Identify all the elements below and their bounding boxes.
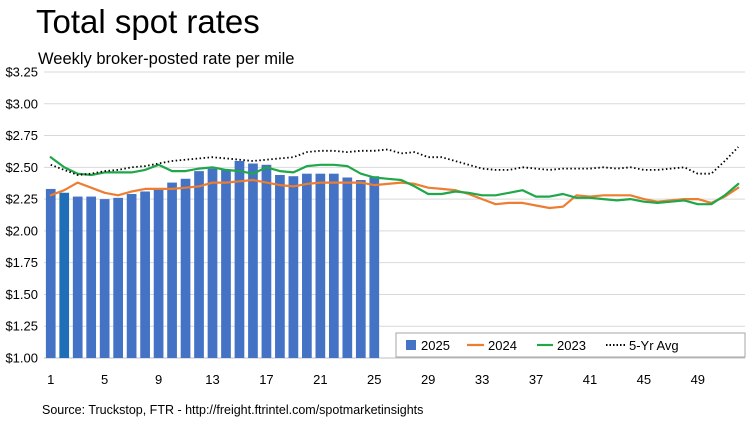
- bar-2025: [72, 196, 83, 358]
- bar-2025: [45, 188, 56, 358]
- legend-label-2023: 2023: [557, 338, 586, 353]
- legend-label-2025: 2025: [421, 338, 450, 353]
- legend-box: [395, 332, 746, 358]
- bar-2025: [194, 171, 204, 358]
- bar-2025: [275, 174, 285, 358]
- bar-2025: [140, 191, 150, 358]
- bar-2025: [342, 177, 353, 358]
- bar-2025: [288, 176, 299, 358]
- y-tick-label: $1.25: [5, 319, 38, 334]
- x-axis-ticks: 1 5 9 13 17 21 25 29 33 37 41 45 49: [47, 372, 705, 387]
- chart-title: Total spot rates: [36, 3, 260, 40]
- y-tick-label: $1.00: [5, 351, 38, 366]
- bar-2025: [261, 164, 272, 358]
- series-lines: [49, 146, 740, 210]
- x-tick-label: 49: [691, 372, 705, 387]
- y-tick-label: $2.25: [5, 192, 38, 207]
- x-tick-label: 41: [583, 372, 597, 387]
- legend: 2025 2024 2023 5-Yr Avg: [395, 332, 746, 358]
- bar-2025: [207, 168, 218, 358]
- bar-2025: [234, 160, 245, 358]
- bar-2025: [355, 180, 366, 358]
- y-axis-ticks: $1.00 $1.25 $1.50 $1.75 $2.00 $2.25 $2.50 $2.75…: [5, 65, 38, 366]
- bar-2025: [221, 169, 231, 358]
- bar-2025: [126, 194, 137, 358]
- x-tick-label: 1: [47, 372, 54, 387]
- y-tick-label: $3.25: [5, 65, 38, 80]
- x-tick-label: 29: [421, 372, 435, 387]
- bars-2025: [45, 160, 380, 358]
- x-tick-label: 45: [637, 372, 651, 387]
- x-tick-label: 33: [475, 372, 489, 387]
- bar-2025: [167, 182, 177, 358]
- y-tick-label: $2.50: [5, 160, 38, 175]
- source-note: Source: Truckstop, FTR - http://freight.…: [42, 403, 424, 417]
- bar-2025: [328, 173, 339, 358]
- line-2023: [49, 156, 740, 206]
- line-2024: [49, 178, 740, 210]
- bar-2025: [369, 176, 380, 358]
- bar-2025: [86, 196, 97, 358]
- y-tick-label: $1.50: [5, 287, 38, 302]
- bar-2025: [315, 173, 326, 358]
- bar-2025: [180, 178, 191, 358]
- chart-subtitle: Weekly broker-posted rate per mile: [38, 50, 295, 68]
- bar-2025: [113, 197, 123, 358]
- y-tick-label: $2.75: [5, 128, 38, 143]
- x-tick-label: 21: [313, 372, 327, 387]
- bar-2025: [248, 163, 258, 358]
- legend-label-2024: 2024: [488, 338, 517, 353]
- legend-label-5yr-avg: 5-Yr Avg: [629, 338, 679, 353]
- y-tick-label: $2.00: [5, 223, 38, 238]
- line-5yr-avg: [50, 146, 739, 176]
- bar-2025: [59, 192, 70, 358]
- bar-2025: [153, 188, 164, 358]
- x-tick-label: 9: [155, 372, 162, 387]
- bar-2025: [99, 199, 110, 358]
- bar-2025: [302, 173, 312, 358]
- y-tick-label: $1.75: [5, 255, 38, 270]
- x-tick-label: 25: [367, 372, 381, 387]
- x-tick-label: 5: [101, 372, 108, 387]
- x-tick-label: 17: [259, 372, 273, 387]
- x-tick-label: 37: [529, 372, 543, 387]
- y-tick-label: $3.00: [5, 96, 38, 111]
- x-tick-label: 13: [205, 372, 219, 387]
- legend-swatch-2025: [406, 340, 416, 350]
